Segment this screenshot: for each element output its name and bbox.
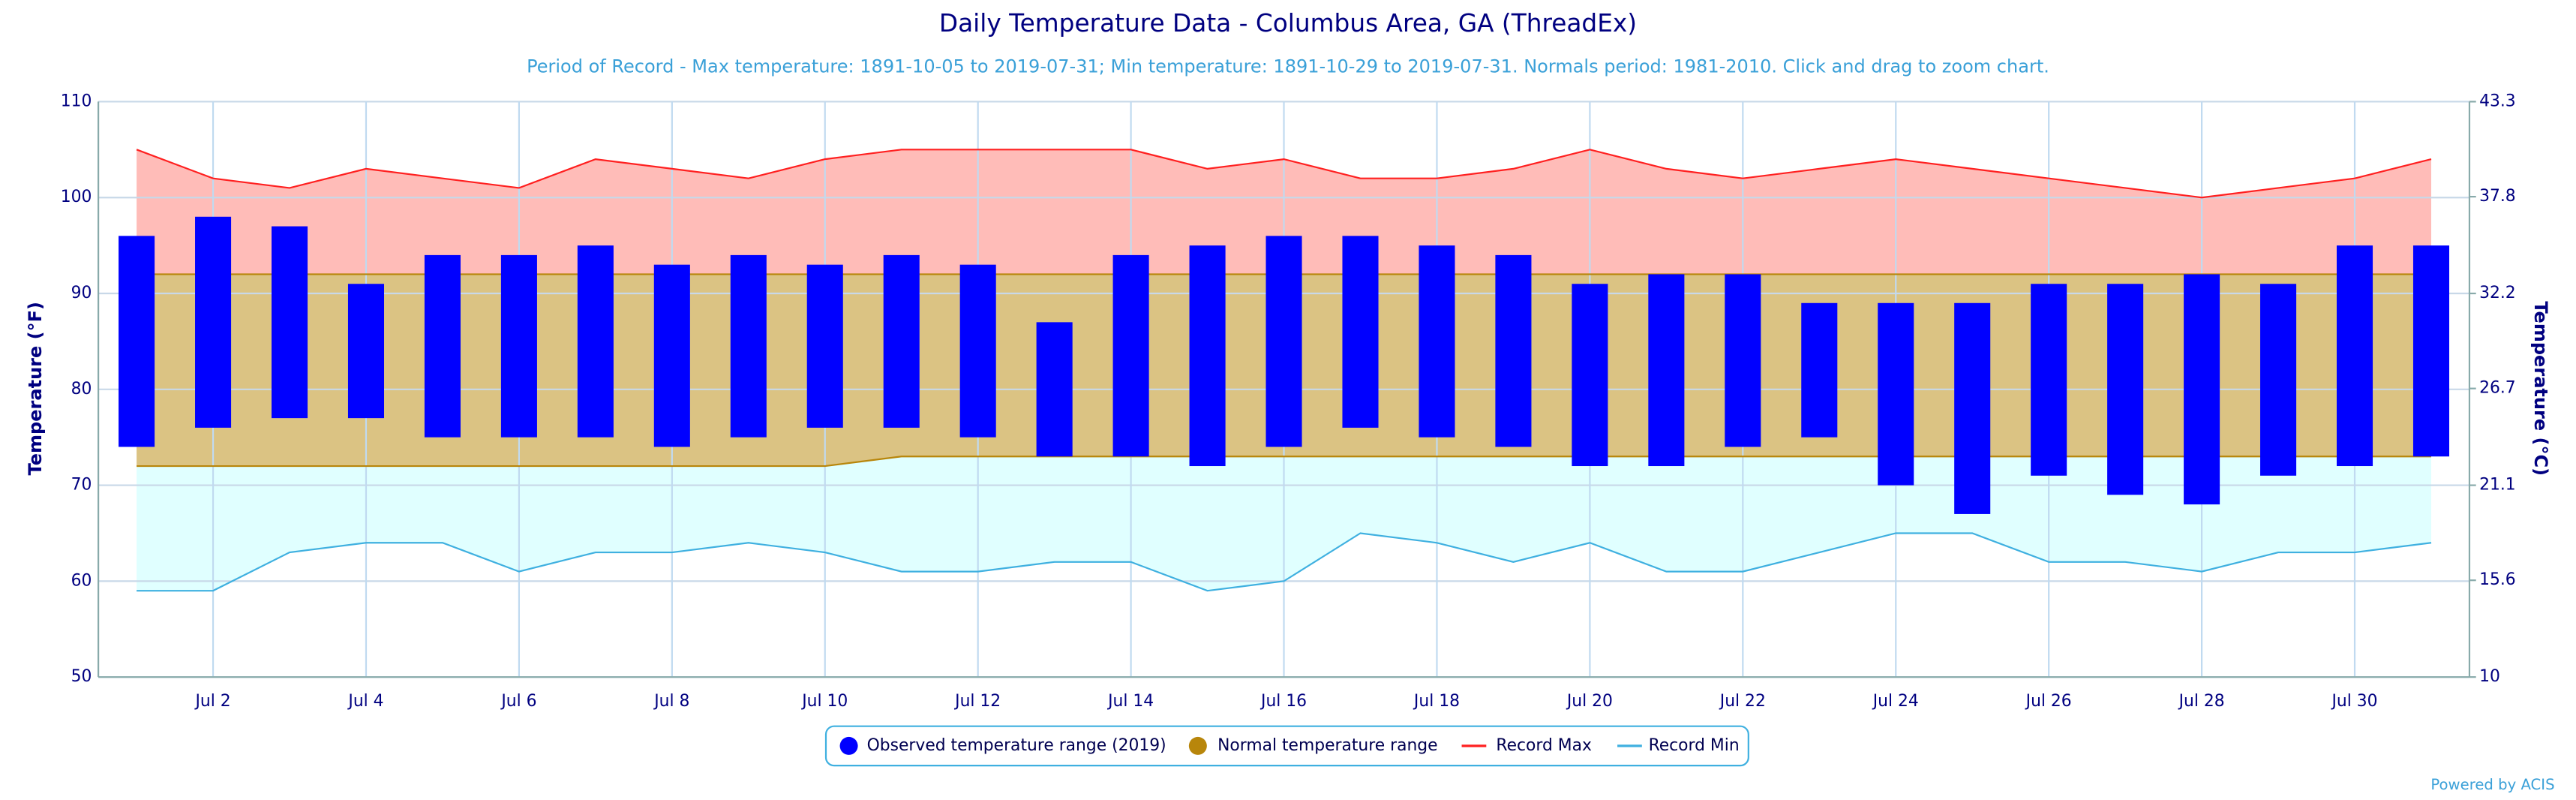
legend-label: Record Min	[1649, 736, 1740, 755]
observed-bar	[1495, 254, 1532, 447]
observed-bar	[195, 216, 232, 428]
observed-bar	[1954, 302, 1991, 514]
x-tick-label: Jul 22	[1719, 692, 1766, 711]
observed-bar	[2412, 245, 2450, 457]
y2-tick-label: 21.1	[2479, 476, 2516, 495]
observed-bar	[2184, 274, 2220, 505]
observed-bar	[1725, 274, 1761, 447]
x-tick-label: Jul 20	[1566, 692, 1613, 711]
observed-bar	[2260, 284, 2297, 476]
y-tick-label: 90	[71, 284, 92, 302]
y2-tick-label: 10	[2479, 667, 2500, 686]
y-tick-label: 50	[71, 667, 92, 686]
x-tick-label: Jul 10	[800, 692, 848, 711]
x-tick-label: Jul 4	[347, 692, 383, 711]
observed-bar	[730, 254, 767, 438]
y-axis-title: Temperature (°F)	[25, 302, 46, 475]
observed-bar	[2336, 245, 2373, 467]
x-tick-label: Jul 28	[2178, 692, 2225, 711]
observed-bar	[1112, 254, 1149, 457]
x-tick-label: Jul 14	[1106, 692, 1154, 711]
observed-bar	[271, 226, 308, 419]
observed-bar	[1878, 302, 1914, 486]
x-tick-label: Jul 18	[1413, 692, 1460, 711]
legend-marker	[1188, 736, 1207, 755]
chart-title: Daily Temperature Data - Columbus Area, …	[939, 9, 1637, 38]
y2-tick-label: 15.6	[2479, 570, 2516, 589]
y-tick-label: 100	[61, 188, 92, 206]
observed-bar	[119, 236, 155, 447]
x-tick-label: Jul 12	[953, 692, 1001, 711]
observed-bar	[959, 264, 996, 438]
observed-bar	[1265, 236, 1302, 447]
observed-bar	[1572, 284, 1608, 467]
y2-tick-label: 43.3	[2479, 92, 2516, 110]
legend-marker	[839, 736, 858, 755]
x-tick-label: Jul 24	[1872, 692, 1919, 711]
observed-bar	[1648, 274, 1685, 467]
observed-bar	[577, 245, 614, 438]
y-tick-label: 110	[61, 92, 92, 110]
x-tick-label: Jul 30	[2330, 692, 2377, 711]
record-max-line	[136, 149, 2432, 199]
x-tick-label: Jul 16	[1259, 692, 1307, 711]
x-tick-label: Jul 8	[653, 692, 689, 711]
observed-bar	[1342, 236, 1379, 428]
x-tick-label: Jul 6	[500, 692, 536, 711]
y2-tick-label: 26.7	[2479, 379, 2516, 398]
observed-bar	[424, 254, 461, 438]
y-tick-label: 60	[71, 571, 92, 590]
y2-axis-title: Temperature (°C)	[2530, 301, 2551, 476]
credit: Powered by ACIS	[2430, 776, 2554, 793]
legend-label: Normal temperature range	[1217, 736, 1438, 755]
legend-label: Observed temperature range (2019)	[867, 736, 1166, 755]
legend-label: Record Max	[1496, 736, 1592, 755]
observed-bar	[653, 264, 690, 447]
observed-bar	[1419, 245, 1455, 438]
legend-box	[824, 725, 1749, 767]
y2-tick-label: 32.2	[2479, 284, 2516, 302]
observed-bar	[1801, 302, 1838, 438]
observed-bar	[1189, 245, 1226, 467]
record-min-line	[137, 532, 2432, 592]
y-tick-label: 80	[71, 380, 92, 398]
x-tick-label: Jul 26	[2025, 692, 2072, 711]
chart-subtitle: Period of Record - Max temperature: 1891…	[527, 56, 2049, 77]
observed-bar	[806, 264, 843, 428]
y2-tick-label: 37.8	[2479, 187, 2516, 206]
observed-bar	[2107, 284, 2144, 495]
y-tick-label: 70	[71, 476, 92, 495]
observed-bar	[500, 254, 537, 438]
x-tick-label: Jul 2	[194, 692, 230, 711]
observed-bar	[883, 254, 920, 428]
observed-bar	[347, 284, 385, 419]
observed-bar	[2031, 284, 2067, 476]
observed-bar	[1036, 322, 1073, 457]
